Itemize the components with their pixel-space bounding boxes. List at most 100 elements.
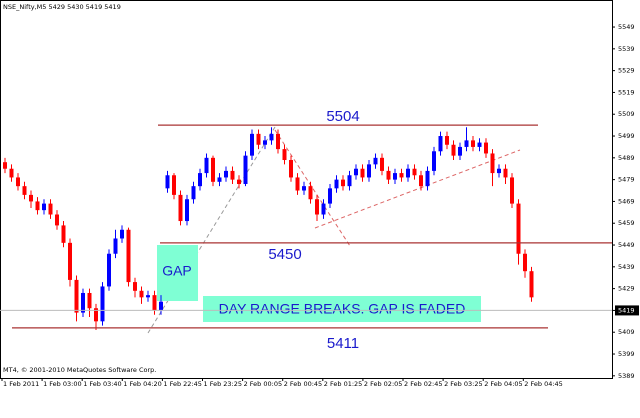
candle-body — [230, 170, 235, 180]
candle-body — [87, 292, 92, 309]
candle-body — [133, 282, 137, 291]
candle-body — [107, 253, 111, 287]
candle-body — [159, 301, 163, 311]
candle-body — [191, 186, 196, 200]
y-tick-label: 5509 — [618, 110, 635, 118]
y-tick-label: 5449 — [618, 241, 635, 249]
candle-body — [16, 177, 20, 187]
candle-body — [295, 177, 300, 191]
gap-label: GAP — [162, 263, 192, 279]
y-tick-label: 5519 — [618, 88, 635, 96]
candle-body — [302, 186, 306, 191]
x-tick-label: 2 Feb 01:25 — [324, 380, 363, 388]
candle-body — [354, 168, 358, 176]
level-label: 5504 — [326, 108, 359, 125]
candle-body — [347, 175, 352, 187]
candle-body — [74, 279, 79, 313]
x-tick-label: 1 Feb 04:20 — [123, 380, 162, 388]
note-label: DAY RANGE BREAKS. GAP IS FADED — [219, 301, 466, 317]
candle-body — [315, 199, 319, 215]
candle-body — [341, 179, 345, 187]
y-tick-label: 5429 — [618, 285, 635, 293]
candle-body — [22, 186, 27, 195]
x-tick-label: 1 Feb 23:25 — [204, 380, 243, 388]
candle-body — [146, 295, 150, 298]
candle-body — [9, 168, 14, 178]
candle-body — [243, 155, 248, 184]
level-label: 5411 — [327, 335, 359, 352]
candle-body — [269, 133, 274, 141]
y-tick-label: 5489 — [618, 154, 635, 162]
candle-body — [471, 140, 475, 147]
candle-body — [68, 242, 72, 280]
candle-body — [432, 151, 436, 171]
x-tick-label: 2 Feb 02:45 — [404, 380, 443, 388]
candle-body — [81, 292, 85, 313]
footer: MT4, © 2001-2010 MetaQuotes Software Cor… — [3, 366, 156, 374]
candle-body — [42, 203, 46, 211]
x-tick-label: 1 Feb 2011 — [3, 380, 39, 388]
candle-body — [165, 175, 170, 189]
candle-body — [419, 175, 423, 187]
candle-body — [321, 203, 326, 215]
candle-body — [451, 144, 456, 156]
candle-body — [438, 136, 443, 152]
candle-body — [386, 170, 391, 180]
candle-body — [237, 179, 241, 184]
candle-body — [178, 194, 183, 222]
candle-body — [490, 153, 495, 174]
y-tick-label: 5479 — [618, 176, 635, 184]
trendline — [147, 126, 276, 334]
trendline — [274, 129, 351, 247]
y-tick-label: 5539 — [618, 45, 635, 53]
candle-body — [406, 168, 410, 178]
candle-body — [48, 203, 53, 215]
y-tick-label: 5529 — [618, 67, 635, 75]
candle-body — [217, 177, 222, 182]
candle-body — [445, 136, 449, 145]
candle-body — [139, 290, 144, 298]
x-tick-label: 1 Feb 22:45 — [163, 380, 202, 388]
candle-body — [477, 142, 482, 147]
y-tick-label: 5389 — [618, 372, 635, 380]
candle-body — [94, 308, 98, 322]
x-tick-label: 2 Feb 00:05 — [244, 380, 283, 388]
y-tick-label: 5459 — [618, 219, 635, 227]
candle-body — [334, 179, 339, 189]
note-box — [203, 296, 481, 322]
candle-body — [516, 203, 521, 254]
candle-body — [204, 157, 209, 174]
chart-title: NSE_Nifty,M5 5429 5430 5419 5419 — [3, 3, 121, 11]
x-tick-label: 2 Feb 04:05 — [484, 380, 523, 388]
level-label: 5450 — [268, 246, 301, 263]
y-tick-label: 5399 — [618, 350, 635, 358]
candle-body — [61, 225, 66, 243]
candle-body — [503, 168, 508, 178]
candle-body — [412, 168, 417, 176]
candle-body — [373, 157, 378, 165]
y-tick-label: 5499 — [618, 132, 635, 140]
candle-body — [3, 162, 7, 169]
trendline — [314, 149, 521, 229]
candle-body — [289, 160, 293, 178]
candle-body — [152, 295, 157, 311]
candle-body — [126, 229, 131, 283]
candle-body — [399, 173, 404, 178]
candle-body — [113, 238, 118, 254]
gap-box — [157, 245, 198, 301]
x-tick-label: 2 Feb 00:45 — [284, 380, 323, 388]
candle-body — [328, 188, 332, 204]
candle-body — [263, 140, 267, 145]
candle-body — [425, 170, 430, 187]
candle-body — [367, 164, 371, 178]
candle-body — [224, 170, 228, 178]
y-tick-label: 5419 — [618, 306, 635, 314]
candle-body — [360, 168, 365, 178]
candle-body — [120, 229, 124, 239]
y-tick-label: 5549 — [618, 23, 635, 31]
y-tick-label: 5409 — [618, 328, 635, 336]
last-price-box — [615, 305, 639, 316]
candle-body — [185, 199, 189, 222]
candle-body — [55, 214, 59, 226]
x-tick-label: 1 Feb 03:40 — [83, 380, 122, 388]
